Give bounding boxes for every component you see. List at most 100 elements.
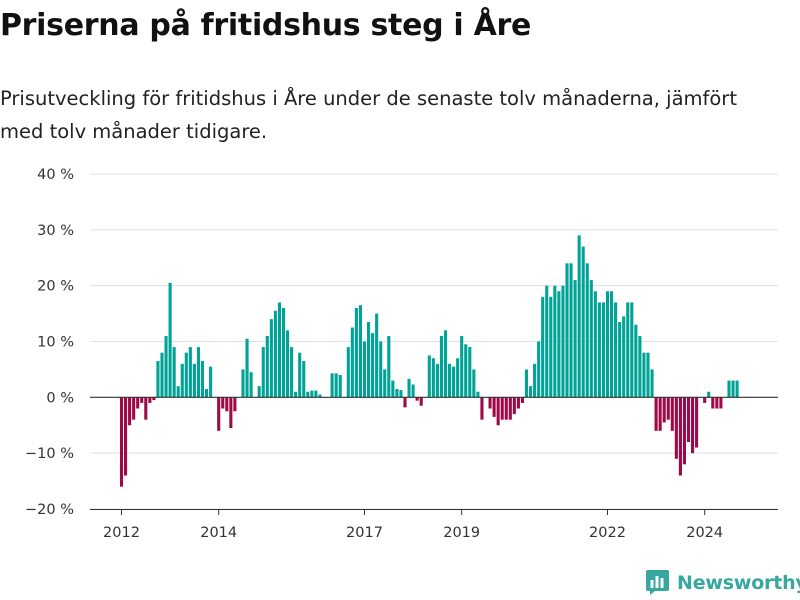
bar (148, 397, 152, 403)
bar (334, 373, 338, 398)
bar (707, 391, 711, 398)
bar (407, 378, 411, 398)
x-tick-label: 2022 (589, 525, 626, 541)
bar (144, 397, 148, 420)
bar (496, 397, 500, 426)
bars (119, 235, 739, 487)
bar (314, 390, 318, 398)
bar (468, 347, 472, 398)
bar (557, 291, 561, 398)
bar (504, 397, 508, 420)
bar (411, 384, 415, 398)
bar (508, 397, 512, 420)
bar (168, 282, 172, 398)
bar (261, 347, 265, 398)
bar (549, 296, 553, 398)
bar (537, 341, 541, 398)
bar (354, 308, 358, 398)
bar (419, 397, 423, 406)
bar (630, 302, 634, 398)
latest-value-annotation: 3 % (721, 0, 750, 4)
bar (427, 355, 431, 398)
bar (678, 397, 682, 476)
bar (399, 390, 403, 398)
bar (516, 397, 520, 409)
bar (553, 285, 557, 398)
bar (695, 397, 699, 448)
bar (160, 352, 164, 398)
y-tick-label: 10 % (37, 335, 74, 351)
bar (221, 397, 225, 409)
bar (362, 341, 367, 398)
bar (601, 302, 605, 398)
bar (662, 397, 666, 423)
x-tick-label: 2017 (346, 525, 383, 541)
bar (691, 397, 695, 454)
bar (618, 321, 622, 398)
y-tick-label: 40 % (37, 167, 74, 183)
bar (281, 308, 286, 398)
bar (439, 335, 443, 398)
bar (435, 363, 439, 398)
x-tick-label: 2012 (103, 525, 140, 541)
bar (330, 373, 334, 398)
bar (654, 397, 658, 431)
bar (298, 352, 302, 398)
y-tick-label: −20 % (25, 502, 74, 518)
bar (682, 397, 686, 465)
bar (703, 397, 707, 403)
bar (520, 397, 524, 403)
bar (350, 327, 354, 398)
bar (646, 352, 650, 398)
bar (670, 397, 674, 431)
bar (245, 338, 249, 398)
bar (383, 369, 387, 398)
bar (650, 369, 654, 398)
bar (545, 285, 549, 398)
bar (184, 352, 188, 398)
bar (577, 235, 581, 398)
y-tick-label: 0 % (46, 390, 74, 406)
bar (290, 347, 294, 398)
bar (585, 263, 589, 398)
bar (294, 391, 298, 398)
bar (642, 352, 646, 398)
bar (614, 302, 618, 398)
bar (217, 397, 221, 431)
bar (180, 363, 184, 398)
bar (229, 397, 233, 429)
bar (711, 397, 715, 409)
newsworthy-logo-icon (646, 570, 669, 595)
bar (136, 397, 140, 409)
chart-plot: −20 % −10 % 0 % 10 % 20 % 30 % 40 % 2012 2014 201… (25, 0, 778, 541)
newsworthy-logo-text: Newsworthy (677, 571, 800, 594)
bar (128, 397, 132, 426)
y-tick-label: 20 % (37, 279, 74, 295)
bar (172, 347, 176, 398)
chart-title: Priserna på fritidshus steg i Åre (0, 8, 532, 43)
bar (395, 388, 399, 398)
bar (658, 397, 662, 431)
bar (415, 397, 419, 401)
bar (472, 369, 476, 398)
bar (674, 397, 678, 459)
bar (589, 280, 593, 398)
bar (188, 347, 192, 398)
bar (622, 316, 626, 398)
bar (529, 386, 533, 398)
bar (286, 330, 290, 398)
bar (492, 397, 496, 417)
bar (456, 358, 460, 398)
bar (597, 302, 601, 398)
bar (626, 302, 630, 398)
bar (387, 335, 391, 398)
bar (593, 291, 597, 398)
chart-subtitle: Prisutveckling för fritidshus i Åre unde… (0, 87, 737, 143)
bar (541, 296, 545, 398)
bar (306, 391, 310, 398)
y-tick-label: 30 % (37, 223, 74, 239)
bar (241, 369, 245, 398)
bar (634, 324, 638, 398)
bar (192, 363, 196, 398)
bar (140, 397, 144, 403)
